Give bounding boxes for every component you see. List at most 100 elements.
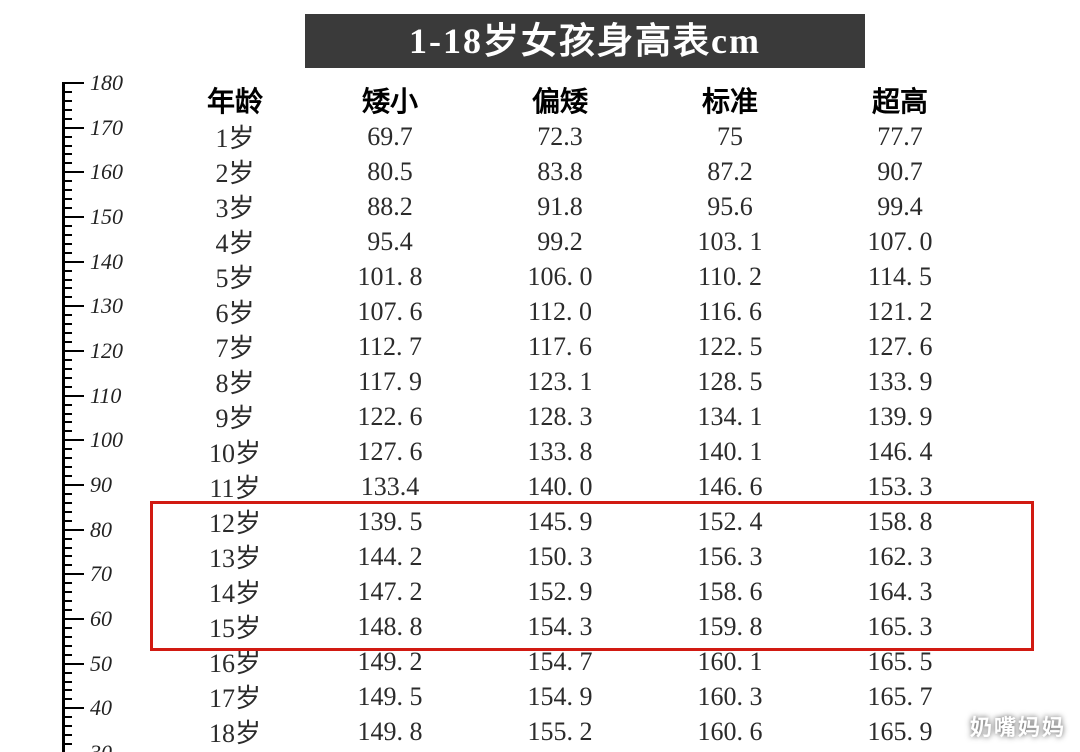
watermark-text: 奶嘴妈妈 [970,715,1066,740]
age-cell: 6岁 [165,293,305,330]
value-cell: 149. 5 [305,682,475,712]
ruler-minor-tick [62,153,72,155]
ruler-label: 130 [90,293,123,319]
page-title: 1-18岁女孩身高表cm [305,14,865,68]
table-row: 3岁88.291.895.699.4 [165,188,1035,223]
ruler-minor-tick [62,198,72,200]
value-cell: 101. 8 [305,262,475,292]
page-title-text: 1-18岁女孩身高表cm [409,21,761,61]
value-cell: 156. 3 [645,542,815,572]
ruler-minor-tick [62,421,72,423]
value-cell: 123. 1 [475,367,645,397]
ruler-minor-tick [62,493,72,495]
ruler-minor-tick [62,386,72,388]
age-cell: 10岁 [165,433,305,470]
value-cell: 95.4 [305,227,475,257]
age-cell: 16岁 [165,643,305,680]
age-cell: 17岁 [165,678,305,715]
ruler-major-tick: 160 [62,171,84,173]
ruler-minor-tick [62,234,72,236]
table-row: 2岁80.583.887.290.7 [165,153,1035,188]
table-row: 8岁117. 9123. 1128. 5133. 9 [165,363,1035,398]
ruler-label: 140 [90,249,123,275]
ruler-minor-tick [62,109,72,111]
ruler-minor-tick [62,600,72,602]
ruler-minor-tick [62,502,72,504]
ruler-minor-tick [62,564,72,566]
table-row: 4岁95.499.2103. 1107. 0 [165,223,1035,258]
value-cell: 112. 7 [305,332,475,362]
table-header-cell: 矮小 [305,80,475,120]
table-row: 1岁69.772.37577.7 [165,118,1035,153]
age-cell: 14岁 [165,573,305,610]
age-cell: 7岁 [165,328,305,365]
table-row: 9岁122. 6128. 3134. 1139. 9 [165,398,1035,433]
value-cell: 139. 9 [815,402,985,432]
value-cell: 122. 5 [645,332,815,362]
age-cell: 8岁 [165,363,305,400]
ruler-minor-tick [62,252,72,254]
age-cell: 3岁 [165,188,305,225]
ruler-minor-tick [62,511,72,513]
ruler-minor-tick [62,547,72,549]
ruler-minor-tick [62,100,72,102]
value-cell: 148. 8 [305,612,475,642]
ruler-major-tick: 140 [62,261,84,263]
value-cell: 144. 2 [305,542,475,572]
value-cell: 106. 0 [475,262,645,292]
value-cell: 107. 0 [815,227,985,257]
ruler-minor-tick [62,743,72,745]
ruler-label: 70 [90,561,112,587]
value-cell: 127. 6 [305,437,475,467]
age-cell: 11岁 [165,468,305,505]
value-cell: 127. 6 [815,332,985,362]
ruler-minor-tick [62,377,72,379]
ruler-minor-tick [62,368,72,370]
ruler-minor-tick [62,609,72,611]
ruler-minor-tick [62,475,72,477]
table-row: 13岁144. 2150. 3156. 3162. 3 [165,538,1035,573]
age-cell: 2岁 [165,153,305,190]
age-cell: 9岁 [165,398,305,435]
value-cell: 140. 1 [645,437,815,467]
ruler-minor-tick [62,314,72,316]
value-cell: 69.7 [305,122,475,152]
ruler-label: 90 [90,472,112,498]
ruler-major-tick: 80 [62,529,84,531]
ruler-minor-tick [62,681,72,683]
ruler-axis [62,82,65,752]
table-row: 18岁149. 8155. 2160. 6165. 9 [165,713,1035,748]
ruler-major-tick: 70 [62,573,84,575]
value-cell: 112. 0 [475,297,645,327]
value-cell: 88.2 [305,192,475,222]
ruler-minor-tick [62,270,72,272]
value-cell: 128. 5 [645,367,815,397]
ruler-minor-tick [62,118,72,120]
ruler-minor-tick [62,430,72,432]
value-cell: 154. 7 [475,647,645,677]
value-cell: 165. 7 [815,682,985,712]
table-header-cell: 标准 [645,80,815,120]
ruler-minor-tick [62,279,72,281]
value-cell: 122. 6 [305,402,475,432]
table-row: 6岁107. 6112. 0116. 6121. 2 [165,293,1035,328]
value-cell: 91.8 [475,192,645,222]
table-header-cell: 超高 [815,80,985,120]
value-cell: 150. 3 [475,542,645,572]
ruler-minor-tick [62,591,72,593]
value-cell: 107. 6 [305,297,475,327]
value-cell: 149. 8 [305,717,475,747]
value-cell: 165. 9 [815,717,985,747]
table-row: 7岁112. 7117. 6122. 5127. 6 [165,328,1035,363]
ruler-minor-tick [62,189,72,191]
ruler-label: 100 [90,427,123,453]
age-cell: 1岁 [165,118,305,155]
ruler-minor-tick [62,413,72,415]
age-cell: 5岁 [165,258,305,295]
table-row: 14岁147. 2152. 9158. 6164. 3 [165,573,1035,608]
table-row: 5岁101. 8106. 0110. 2114. 5 [165,258,1035,293]
ruler-minor-tick [62,689,72,691]
value-cell: 154. 3 [475,612,645,642]
ruler-minor-tick [62,457,72,459]
ruler-major-tick: 110 [62,395,84,397]
